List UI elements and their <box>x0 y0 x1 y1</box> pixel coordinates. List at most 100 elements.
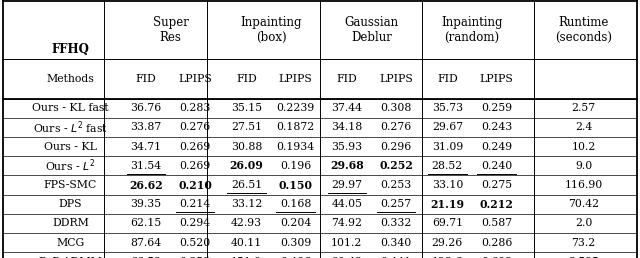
Text: 0.283: 0.283 <box>179 103 211 113</box>
Text: 33.87: 33.87 <box>131 122 161 132</box>
Text: 37.44: 37.44 <box>332 103 362 113</box>
Text: 34.71: 34.71 <box>131 142 161 152</box>
Text: 123.6: 123.6 <box>431 257 463 258</box>
Text: 0.259: 0.259 <box>481 103 512 113</box>
Text: 0.296: 0.296 <box>381 142 412 152</box>
Text: 26.09: 26.09 <box>230 160 263 171</box>
Text: 0.240: 0.240 <box>481 161 512 171</box>
Text: 33.10: 33.10 <box>431 180 463 190</box>
Text: 0.332: 0.332 <box>380 219 412 229</box>
Text: LPIPS: LPIPS <box>179 74 212 84</box>
Text: 36.76: 36.76 <box>131 103 161 113</box>
Text: Inpainting
(box): Inpainting (box) <box>240 16 302 44</box>
Text: 0.340: 0.340 <box>381 238 412 248</box>
Text: LPIPS: LPIPS <box>380 74 413 84</box>
Text: 35.73: 35.73 <box>432 103 463 113</box>
Text: 26.51: 26.51 <box>231 180 262 190</box>
Text: 2.57: 2.57 <box>572 103 596 113</box>
Text: 90.42: 90.42 <box>332 257 362 258</box>
Text: 0.309: 0.309 <box>280 238 311 248</box>
Text: 116.90: 116.90 <box>564 180 603 190</box>
Text: 2.0: 2.0 <box>575 219 593 229</box>
Text: 27.51: 27.51 <box>231 122 262 132</box>
Text: Gaussian
Deblur: Gaussian Deblur <box>344 16 399 44</box>
Text: FID: FID <box>236 74 257 84</box>
Text: 101.2: 101.2 <box>331 238 363 248</box>
Text: 2.4: 2.4 <box>575 122 592 132</box>
Text: 0.249: 0.249 <box>481 142 512 152</box>
Text: 0.1934: 0.1934 <box>276 142 315 152</box>
Text: 74.92: 74.92 <box>332 219 362 229</box>
Text: Inpainting
(random): Inpainting (random) <box>441 16 503 44</box>
Text: DPS: DPS <box>59 199 82 209</box>
Text: 0.520: 0.520 <box>180 238 211 248</box>
Text: 0.243: 0.243 <box>481 122 512 132</box>
Text: 69.71: 69.71 <box>432 219 463 229</box>
Text: LPIPS: LPIPS <box>480 74 513 84</box>
Text: 0.269: 0.269 <box>180 161 211 171</box>
Text: 0.276: 0.276 <box>381 122 412 132</box>
Text: 30.88: 30.88 <box>230 142 262 152</box>
Text: 0.214: 0.214 <box>180 199 211 209</box>
Text: 44.05: 44.05 <box>332 199 362 209</box>
Text: 31.09: 31.09 <box>432 142 463 152</box>
Text: 0.692: 0.692 <box>481 257 512 258</box>
Text: FPS-SMC: FPS-SMC <box>44 180 97 190</box>
Text: 0.204: 0.204 <box>280 219 311 229</box>
Text: 0.276: 0.276 <box>180 122 211 132</box>
Text: 40.11: 40.11 <box>231 238 262 248</box>
Text: 0.294: 0.294 <box>180 219 211 229</box>
Text: FFHQ: FFHQ <box>51 43 90 57</box>
Text: 0.210: 0.210 <box>179 180 212 191</box>
Text: 35.93: 35.93 <box>332 142 362 152</box>
Text: 0.275: 0.275 <box>481 180 512 190</box>
Text: 0.252: 0.252 <box>380 160 413 171</box>
Text: 3.595: 3.595 <box>568 257 599 258</box>
Text: 0.150: 0.150 <box>278 180 313 191</box>
Text: MCG: MCG <box>56 238 84 248</box>
Text: Ours - $L^2$ fast: Ours - $L^2$ fast <box>33 119 108 136</box>
Text: DDRM: DDRM <box>52 219 89 229</box>
Text: Ours - $L^2$: Ours - $L^2$ <box>45 158 95 174</box>
Text: 33.12: 33.12 <box>230 199 262 209</box>
Text: 0.253: 0.253 <box>381 180 412 190</box>
Text: 29.26: 29.26 <box>432 238 463 248</box>
Text: 29.68: 29.68 <box>330 160 364 171</box>
Text: 21.19: 21.19 <box>430 199 465 210</box>
Text: 66.52: 66.52 <box>131 257 161 258</box>
Text: 9.0: 9.0 <box>575 161 592 171</box>
Text: FID: FID <box>136 74 156 84</box>
Text: FID: FID <box>337 74 357 84</box>
Text: LPIPS: LPIPS <box>279 74 312 84</box>
Text: 28.52: 28.52 <box>432 161 463 171</box>
Text: Ours - KL: Ours - KL <box>44 142 97 152</box>
Text: 42.93: 42.93 <box>231 219 262 229</box>
Text: 0.308: 0.308 <box>380 103 412 113</box>
Text: 0.196: 0.196 <box>280 161 311 171</box>
Text: 0.257: 0.257 <box>381 199 412 209</box>
Text: 10.2: 10.2 <box>572 142 596 152</box>
Text: Ours - KL fast: Ours - KL fast <box>32 103 109 113</box>
Text: 0.1872: 0.1872 <box>276 122 315 132</box>
Text: FID: FID <box>437 74 458 84</box>
Text: 0.212: 0.212 <box>480 199 513 210</box>
Text: 34.18: 34.18 <box>332 122 362 132</box>
Text: 87.64: 87.64 <box>131 238 161 248</box>
Text: 151.9: 151.9 <box>231 257 262 258</box>
Text: 31.54: 31.54 <box>131 161 161 171</box>
Text: 0.168: 0.168 <box>280 199 312 209</box>
Text: Runtime
(seconds): Runtime (seconds) <box>555 16 612 44</box>
Text: 0.406: 0.406 <box>280 257 311 258</box>
Text: 70.42: 70.42 <box>568 199 599 209</box>
Text: 39.35: 39.35 <box>131 199 161 209</box>
Text: 26.62: 26.62 <box>129 180 163 191</box>
Text: 0.2239: 0.2239 <box>276 103 315 113</box>
Text: 0.587: 0.587 <box>481 219 512 229</box>
Text: 0.269: 0.269 <box>180 142 211 152</box>
Text: 0.286: 0.286 <box>481 238 513 248</box>
Text: Super
Res: Super Res <box>152 16 189 44</box>
Text: 0.441: 0.441 <box>381 257 412 258</box>
Text: PnP-ADMM: PnP-ADMM <box>38 257 102 258</box>
Text: 29.97: 29.97 <box>332 180 362 190</box>
Text: 62.15: 62.15 <box>131 219 161 229</box>
